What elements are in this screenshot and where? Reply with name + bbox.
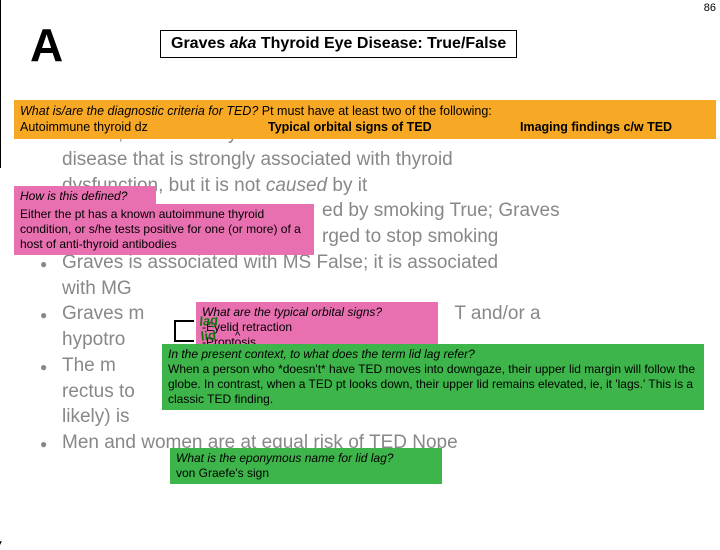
green1-q: In the present context, to what does the… bbox=[168, 347, 698, 362]
pink-box-definition-a: Either the pt has a known autoimmune thy… bbox=[14, 204, 314, 255]
title-rest: Thyroid Eye Disease: True/False bbox=[261, 35, 506, 52]
page-number: 86 bbox=[704, 2, 716, 14]
criteria-c3: Imaging findings c/w TED bbox=[520, 120, 710, 136]
diagnostic-criteria-box: What is/are the diagnostic criteria for … bbox=[14, 100, 716, 139]
pink1-q: How is this defined? bbox=[20, 189, 127, 203]
slide-title: Graves aka Thyroid Eye Disease: True/Fal… bbox=[160, 30, 517, 58]
lid-lag-annotation: laglid bbox=[198, 312, 220, 344]
caret-icon: ^ bbox=[235, 330, 240, 342]
body-l3: dysfunction, but it is not caused by it bbox=[62, 174, 692, 198]
criteria-question: What is/are the diagnostic criteria for … bbox=[20, 104, 710, 120]
body-l7: with MG bbox=[62, 277, 692, 301]
bracket-icon bbox=[174, 320, 194, 342]
pink3-q: What are the typical orbital signs? bbox=[202, 305, 432, 320]
criteria-c1: Autoimmune thyroid dz bbox=[20, 120, 268, 136]
title-aka: aka bbox=[230, 35, 257, 52]
green2-q: What is the eponymous name for lid lag? bbox=[176, 451, 436, 466]
title-prefix: Graves bbox=[171, 35, 225, 52]
criteria-row: Autoimmune thyroid dz Typical orbital si… bbox=[20, 120, 710, 136]
answer-letter: A bbox=[30, 18, 63, 72]
green-box-lid-lag: In the present context, to what does the… bbox=[162, 344, 704, 410]
green1-text: When a person who *doesn't* have TED mov… bbox=[168, 362, 698, 407]
body-l2: disease that is strongly associated with… bbox=[62, 148, 692, 172]
green2-text: von Graefe's sign bbox=[176, 466, 436, 481]
pink2-text: Either the pt has a known autoimmune thy… bbox=[20, 207, 301, 251]
green-box-eponym: What is the eponymous name for lid lag? … bbox=[170, 448, 442, 484]
criteria-c2: Typical orbital signs of TED bbox=[268, 120, 520, 136]
